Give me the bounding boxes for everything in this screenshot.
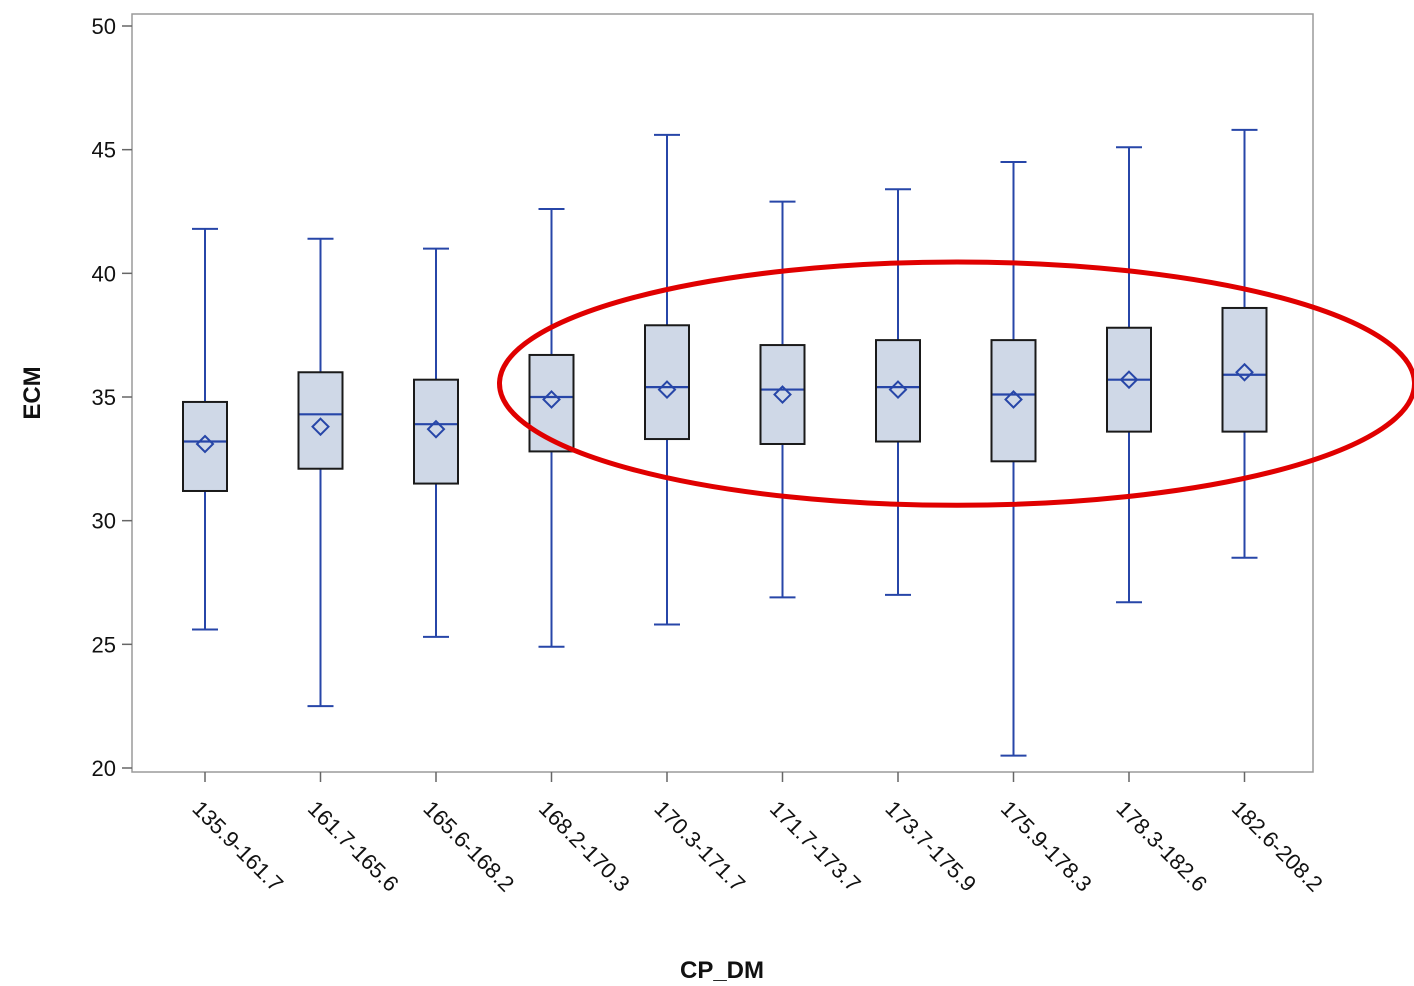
mean-diamond xyxy=(195,434,215,454)
y-tick-label: 40 xyxy=(92,261,116,286)
box-135.9-161.7 xyxy=(182,227,228,631)
plot-frame xyxy=(131,13,1314,773)
x-tick-label: 173.7-175.9 xyxy=(880,796,981,897)
iqr-box xyxy=(528,353,575,453)
y-tick-label: 50 xyxy=(92,14,116,39)
x-tick-label: 135.9-161.7 xyxy=(187,796,288,897)
box-182.6-208.2 xyxy=(1221,128,1268,559)
mean-diamond xyxy=(888,380,908,399)
y-tick-label: 30 xyxy=(92,509,116,534)
box-175.9-178.3 xyxy=(990,161,1037,757)
highlight-ellipse-annotation xyxy=(497,259,1414,508)
mean-diamond xyxy=(773,385,792,404)
box-168.2-170.3 xyxy=(528,208,575,648)
mean-diamond xyxy=(1235,362,1254,382)
x-tick-label: 165.6-168.2 xyxy=(418,796,519,897)
box-165.6-168.2 xyxy=(413,247,459,638)
y-axis-title: ECM xyxy=(19,366,46,419)
iqr-box xyxy=(1221,306,1268,433)
mean-diamond xyxy=(1119,370,1139,390)
iqr-box xyxy=(875,339,921,443)
y-tick-label: 35 xyxy=(92,385,116,410)
x-tick-label: 178.3-182.6 xyxy=(1111,796,1212,897)
mean-diamond xyxy=(542,390,561,409)
mean-diamond xyxy=(657,380,677,399)
box-161.7-165.6 xyxy=(297,237,344,708)
y-tick-label: 20 xyxy=(92,756,116,781)
iqr-box xyxy=(990,339,1037,463)
box-170.3-171.7 xyxy=(644,133,690,626)
y-tick-label: 45 xyxy=(92,138,116,163)
x-tick-label: 170.3-171.7 xyxy=(649,796,750,897)
y-tick-label: 25 xyxy=(92,632,116,657)
y-axis: 20 25 30 35 40 45 50 xyxy=(92,14,132,781)
box-173.7-175.9 xyxy=(875,188,921,596)
box-171.7-173.7 xyxy=(759,200,806,599)
mean-diamond xyxy=(311,417,330,437)
x-tick-label: 175.9-178.3 xyxy=(996,796,1097,897)
x-tick-label: 161.7-165.6 xyxy=(303,796,404,897)
iqr-box xyxy=(759,344,806,445)
x-axis-title: CP_DM xyxy=(680,957,764,984)
mean-diamond xyxy=(426,419,446,439)
x-tick-label: 182.6-208.2 xyxy=(1227,796,1328,897)
iqr-box xyxy=(182,400,228,492)
x-axis: 135.9-161.7 161.7-165.6 165.6-168.2 168.2-1… xyxy=(187,772,1328,897)
iqr-box xyxy=(413,378,459,485)
box-series xyxy=(182,128,1268,757)
box-178.3-182.6 xyxy=(1106,146,1152,604)
x-tick-label: 171.7-173.7 xyxy=(765,796,866,897)
iqr-box xyxy=(297,371,344,470)
mean-diamond xyxy=(1004,390,1023,409)
x-tick-label: 168.2-170.3 xyxy=(534,796,635,897)
